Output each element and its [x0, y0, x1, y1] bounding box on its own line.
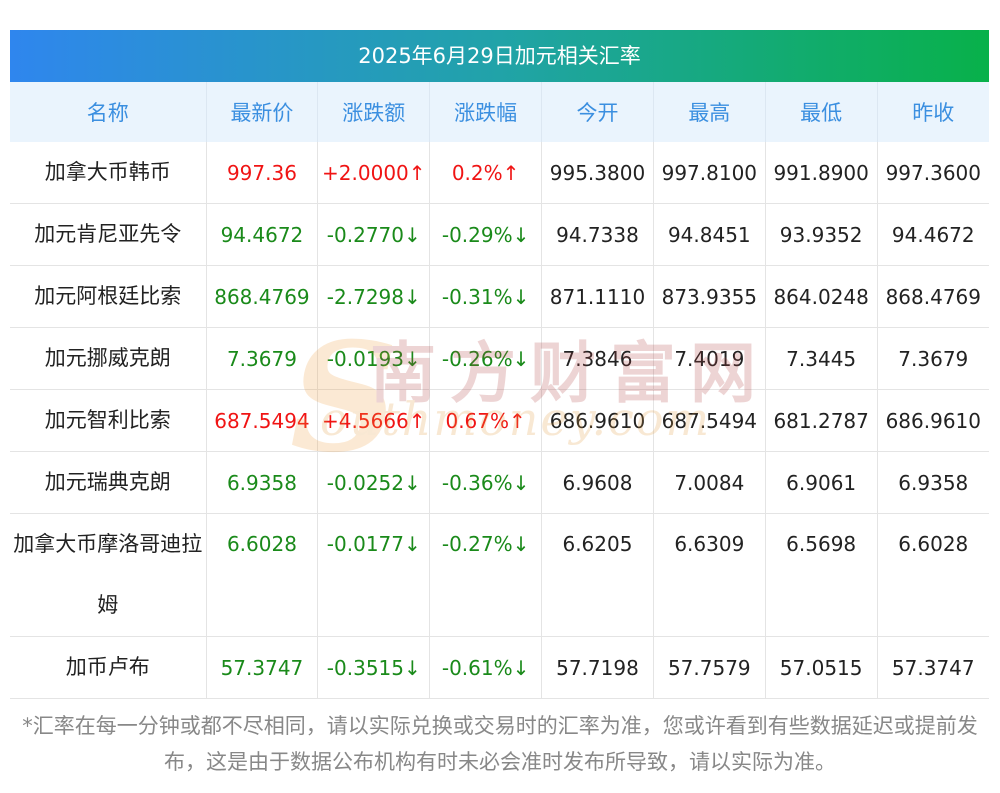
table-row: 加元肯尼亚先令 94.4672 -0.2770↓ -0.29%↓ 94.7338…	[10, 203, 989, 266]
row-change-pct: 0.2%↑	[429, 142, 543, 204]
row-open: 7.3846	[541, 327, 654, 390]
row-name: 加币卢布	[10, 636, 207, 699]
table-header-row: 名称 最新价 涨跌额 涨跌幅 今开 最高 最低 昨收	[10, 82, 989, 142]
row-low: 6.9061	[765, 451, 878, 514]
row-low: 57.0515	[765, 636, 878, 699]
row-prev-close: 997.3600	[877, 142, 989, 204]
row-change: -0.0177↓	[317, 513, 431, 637]
header-low: 最低	[765, 82, 878, 142]
row-change: -0.0193↓	[317, 327, 431, 390]
table-row: 加元挪威克朗 7.3679 -0.0193↓ -0.26%↓ 7.3846 7.…	[10, 327, 989, 390]
row-high: 997.8100	[653, 142, 766, 204]
row-low: 7.3445	[765, 327, 878, 390]
row-prev-close: 94.4672	[877, 203, 989, 266]
row-latest: 868.4769	[206, 265, 319, 328]
row-latest: 94.4672	[206, 203, 319, 266]
row-low: 681.2787	[765, 389, 878, 452]
row-high: 687.5494	[653, 389, 766, 452]
table-row: 加元阿根廷比索 868.4769 -2.7298↓ -0.31%↓ 871.11…	[10, 265, 989, 328]
row-name: 加元肯尼亚先令	[10, 203, 207, 266]
row-name: 加元瑞典克朗	[10, 451, 207, 514]
row-open: 6.9608	[541, 451, 654, 514]
header-change-pct: 涨跌幅	[429, 82, 543, 142]
row-low: 864.0248	[765, 265, 878, 328]
row-prev-close: 868.4769	[877, 265, 989, 328]
header-name: 名称	[10, 82, 207, 142]
rate-table-container: 2025年6月29日加元相关汇率 名称 最新价 涨跌额 涨跌幅 今开 最高 最低…	[10, 30, 989, 699]
row-prev-close: 57.3747	[877, 636, 989, 699]
row-high: 7.0084	[653, 451, 766, 514]
row-open: 871.1110	[541, 265, 654, 328]
row-high: 6.6309	[653, 513, 766, 637]
row-name: 加元挪威克朗	[10, 327, 207, 390]
row-high: 94.8451	[653, 203, 766, 266]
header-prev-close: 昨收	[877, 82, 989, 142]
row-change-pct: -0.26%↓	[429, 327, 543, 390]
row-name: 加元阿根廷比索	[10, 265, 207, 328]
table-row: 加元瑞典克朗 6.9358 -0.0252↓ -0.36%↓ 6.9608 7.…	[10, 451, 989, 514]
row-change: -0.2770↓	[317, 203, 431, 266]
row-open: 6.6205	[541, 513, 654, 637]
row-high: 873.9355	[653, 265, 766, 328]
row-name: 加拿大币韩币	[10, 142, 207, 204]
table-title: 2025年6月29日加元相关汇率	[10, 30, 989, 82]
disclaimer-footnote: *汇率在每一分钟或都不尽相同，请以实际兑换或交易时的汇率为准，您或许看到有些数据…	[22, 714, 978, 774]
row-change: +2.0000↑	[317, 142, 431, 204]
header-latest: 最新价	[206, 82, 319, 142]
row-low: 93.9352	[765, 203, 878, 266]
table-row: 加元智利比索 687.5494 +4.5666↑ 0.67%↑ 686.9610…	[10, 389, 989, 452]
row-change: -0.0252↓	[317, 451, 431, 514]
row-latest: 6.9358	[206, 451, 319, 514]
row-change-pct: -0.36%↓	[429, 451, 543, 514]
row-prev-close: 6.9358	[877, 451, 989, 514]
table-row: 加币卢布 57.3747 -0.3515↓ -0.61%↓ 57.7198 57…	[10, 636, 989, 699]
header-open: 今开	[541, 82, 654, 142]
row-high: 7.4019	[653, 327, 766, 390]
header-high: 最高	[653, 82, 766, 142]
row-name: 加拿大币摩洛哥迪拉姆	[10, 513, 207, 637]
row-name: 加元智利比索	[10, 389, 207, 452]
row-latest: 6.6028	[206, 513, 319, 637]
table-row: 加拿大币摩洛哥迪拉姆 6.6028 -0.0177↓ -0.27%↓ 6.620…	[10, 513, 989, 637]
row-change-pct: -0.27%↓	[429, 513, 543, 637]
table-row: 加拿大币韩币 997.36 +2.0000↑ 0.2%↑ 995.3800 99…	[10, 142, 989, 204]
row-high: 57.7579	[653, 636, 766, 699]
row-prev-close: 7.3679	[877, 327, 989, 390]
row-change-pct: 0.67%↑	[429, 389, 543, 452]
row-latest: 7.3679	[206, 327, 319, 390]
row-change: -2.7298↓	[317, 265, 431, 328]
row-open: 57.7198	[541, 636, 654, 699]
row-latest: 687.5494	[206, 389, 319, 452]
row-change-pct: -0.29%↓	[429, 203, 543, 266]
row-change-pct: -0.61%↓	[429, 636, 543, 699]
row-latest: 997.36	[206, 142, 319, 204]
row-change-pct: -0.31%↓	[429, 265, 543, 328]
header-change: 涨跌额	[317, 82, 431, 142]
row-open: 995.3800	[541, 142, 654, 204]
row-open: 686.9610	[541, 389, 654, 452]
row-change: +4.5666↑	[317, 389, 431, 452]
row-prev-close: 686.9610	[877, 389, 989, 452]
row-latest: 57.3747	[206, 636, 319, 699]
rate-table: 名称 最新价 涨跌额 涨跌幅 今开 最高 最低 昨收 加拿大币韩币 997.36…	[10, 82, 989, 699]
row-prev-close: 6.6028	[877, 513, 989, 637]
row-change: -0.3515↓	[317, 636, 431, 699]
row-low: 6.5698	[765, 513, 878, 637]
row-open: 94.7338	[541, 203, 654, 266]
row-low: 991.8900	[765, 142, 878, 204]
